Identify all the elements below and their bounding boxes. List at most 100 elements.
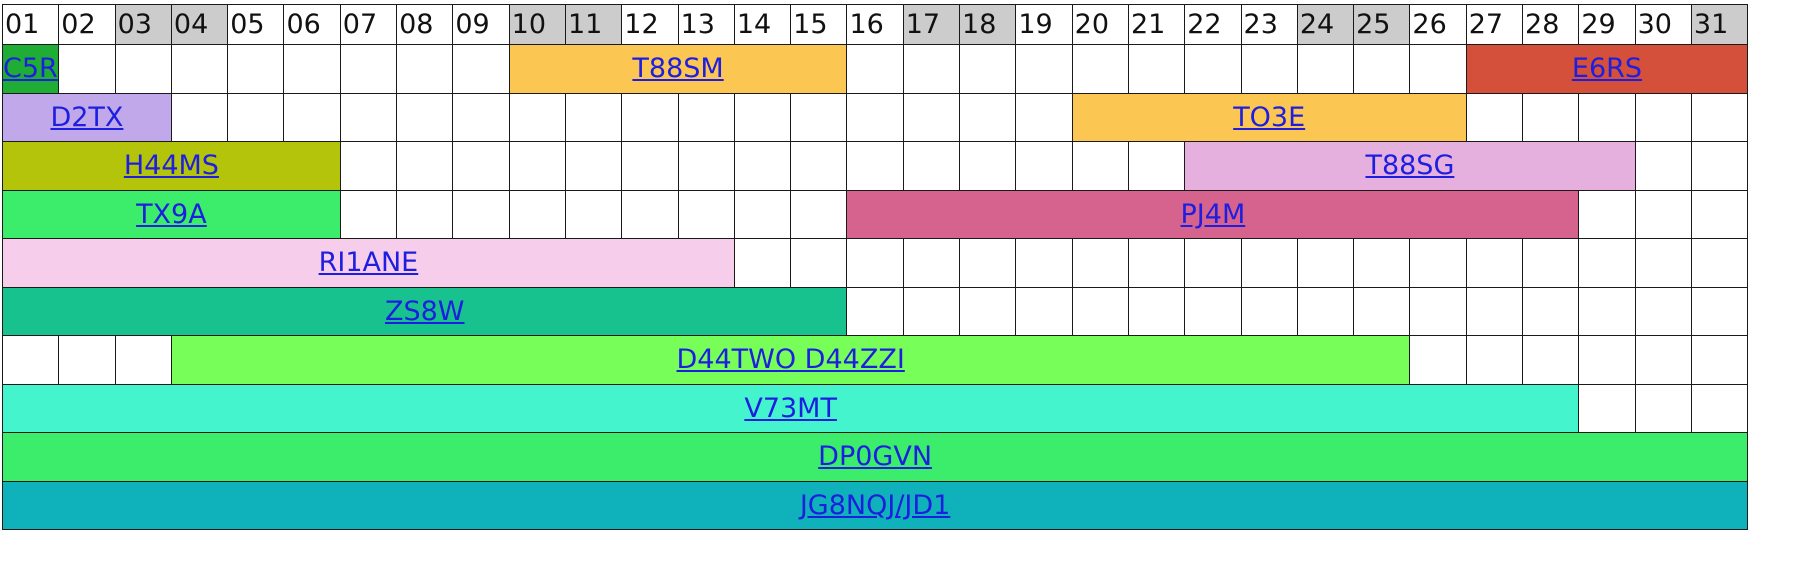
day-header-16: 16 <box>846 4 904 45</box>
empty-day-cell <box>1015 92 1073 142</box>
empty-day-cell <box>1015 44 1073 94</box>
empty-day-cell <box>339 44 398 94</box>
empty-day-cell <box>1634 335 1692 385</box>
empty-day-cell <box>1071 44 1129 94</box>
empty-day-cell <box>959 44 1017 94</box>
event-bar: E6RS <box>1465 44 1749 94</box>
empty-day-cell <box>1690 141 1749 191</box>
day-header-10: 10 <box>508 4 566 45</box>
empty-day-cell <box>733 92 792 142</box>
event-callsign-link[interactable]: H44MS <box>123 150 219 182</box>
event-callsign-link[interactable]: C5R <box>3 53 58 85</box>
empty-day-cell <box>1296 44 1355 94</box>
empty-day-cell <box>1127 286 1186 336</box>
event-bar: RI1ANE <box>2 238 735 288</box>
event-callsign-link[interactable]: D44TWO D44ZZI <box>676 344 905 376</box>
empty-day-cell <box>508 141 566 191</box>
day-header-31: 31 <box>1690 4 1749 45</box>
day-header-05: 05 <box>227 4 285 45</box>
empty-day-cell <box>902 92 961 142</box>
empty-day-cell <box>452 141 510 191</box>
empty-day-cell <box>564 189 623 239</box>
empty-day-cell <box>396 141 454 191</box>
empty-day-cell <box>1071 238 1129 288</box>
empty-day-cell <box>1578 189 1636 239</box>
event-callsign-link[interactable]: V73MT <box>744 392 837 424</box>
event-callsign-link[interactable]: D2TX <box>50 101 124 133</box>
event-callsign-link[interactable]: DP0GVN <box>818 441 933 473</box>
empty-day-cell <box>114 44 172 94</box>
event-callsign-link[interactable]: TO3E <box>1233 101 1306 133</box>
day-header-14: 14 <box>733 4 792 45</box>
empty-day-cell <box>1015 238 1073 288</box>
day-header-11: 11 <box>564 4 623 45</box>
day-header-06: 06 <box>283 4 341 45</box>
event-callsign-link[interactable]: ZS8W <box>384 295 465 327</box>
day-header-17: 17 <box>902 4 961 45</box>
day-header-18: 18 <box>959 4 1017 45</box>
empty-day-cell <box>564 141 623 191</box>
empty-day-cell <box>396 92 454 142</box>
empty-day-cell <box>846 44 904 94</box>
empty-day-cell <box>1184 286 1242 336</box>
event-callsign-link[interactable]: RI1ANE <box>318 247 419 279</box>
empty-day-cell <box>1015 286 1073 336</box>
calendar-row: ZS8W <box>1 286 1749 336</box>
empty-day-cell <box>1409 44 1467 94</box>
empty-day-cell <box>1465 92 1524 142</box>
day-header-07: 07 <box>339 4 398 45</box>
empty-day-cell <box>902 286 961 336</box>
day-header-02: 02 <box>58 4 116 45</box>
empty-day-cell <box>452 44 510 94</box>
empty-day-cell <box>1690 286 1749 336</box>
empty-day-cell <box>902 238 961 288</box>
empty-day-cell <box>790 141 848 191</box>
event-callsign-link[interactable]: JG8NQJ/JD1 <box>799 489 951 521</box>
event-bar: JG8NQJ/JD1 <box>1 480 1749 530</box>
empty-day-cell <box>1578 238 1636 288</box>
empty-day-cell <box>1690 335 1749 385</box>
empty-day-cell <box>1015 141 1073 191</box>
empty-day-cell <box>1690 383 1749 433</box>
empty-day-cell <box>1634 286 1692 336</box>
empty-day-cell <box>733 238 792 288</box>
event-callsign-link[interactable]: T88SM <box>632 53 724 85</box>
empty-day-cell <box>564 92 623 142</box>
empty-day-cell <box>790 238 848 288</box>
event-callsign-link[interactable]: PJ4M <box>1180 198 1246 230</box>
event-bar: D2TX <box>2 92 172 142</box>
empty-day-cell <box>1240 44 1298 94</box>
event-bar: T88SG <box>1184 141 1636 191</box>
empty-day-cell <box>677 189 735 239</box>
day-header-28: 28 <box>1522 4 1580 45</box>
empty-day-cell <box>621 141 679 191</box>
event-callsign-link[interactable]: TX9A <box>136 198 207 230</box>
empty-day-cell <box>846 238 904 288</box>
empty-day-cell <box>902 141 961 191</box>
empty-day-cell <box>396 189 454 239</box>
empty-day-cell <box>227 92 285 142</box>
empty-day-cell <box>1522 92 1580 142</box>
day-header-24: 24 <box>1296 4 1355 45</box>
empty-day-cell <box>1578 92 1636 142</box>
day-header-22: 22 <box>1184 4 1242 45</box>
empty-day-cell <box>1409 286 1467 336</box>
empty-day-cell <box>1465 238 1524 288</box>
empty-day-cell <box>621 189 679 239</box>
empty-day-cell <box>1690 189 1749 239</box>
empty-day-cell <box>452 92 510 142</box>
empty-day-cell <box>1071 141 1129 191</box>
event-bar: D44TWO D44ZZI <box>170 335 1411 385</box>
event-callsign-link[interactable]: T88SG <box>1365 150 1455 182</box>
event-bar: T88SM <box>508 44 848 94</box>
empty-day-cell <box>452 189 510 239</box>
event-callsign-link[interactable]: E6RS <box>1571 53 1643 85</box>
empty-day-cell <box>1634 189 1692 239</box>
empty-day-cell <box>677 92 735 142</box>
calendar-row: TX9A PJ4M <box>2 189 1749 239</box>
empty-day-cell <box>790 189 848 239</box>
day-header-13: 13 <box>677 4 735 45</box>
empty-day-cell <box>621 92 679 142</box>
calendar-row: DP0GVN <box>1 432 1749 482</box>
empty-day-cell <box>396 44 454 94</box>
